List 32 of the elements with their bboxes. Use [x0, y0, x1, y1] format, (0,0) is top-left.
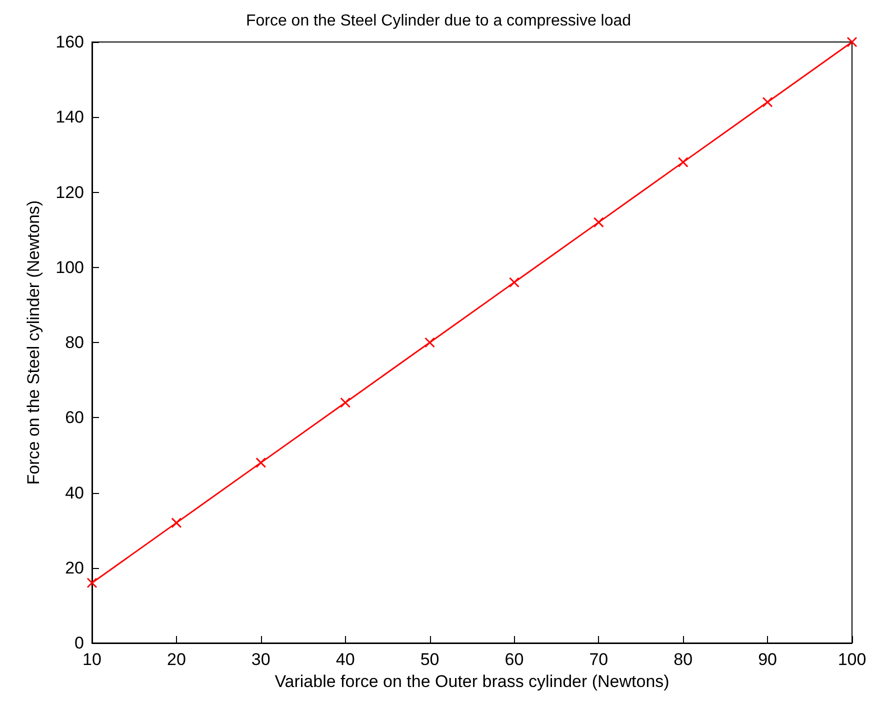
- x-tick-label: 50: [420, 650, 440, 669]
- y-tick-label: 160: [56, 32, 84, 52]
- point: [678, 156, 688, 168]
- y-tick-label: 40: [65, 483, 84, 502]
- point: [256, 457, 266, 468]
- y-tick-label: 100: [56, 258, 84, 277]
- x-tick-label: 30: [251, 650, 270, 669]
- point: [424, 337, 436, 348]
- x-tick-label: 100: [838, 650, 866, 669]
- x-tick-label: 70: [589, 650, 608, 669]
- x-tick-label: 40: [336, 650, 355, 669]
- y-tick-label: 0: [74, 634, 84, 652]
- x-tick-label: 90: [758, 650, 778, 669]
- chart-title: Force on the Steel Cylinder due to a compressive load: [246, 12, 632, 30]
- x-tick-label: 80: [674, 650, 693, 669]
- y-tick-label: 60: [65, 408, 84, 428]
- y-tick-label: 80: [65, 333, 84, 352]
- point: [593, 217, 604, 228]
- x-tick-label: 60: [504, 650, 524, 669]
- y-tick-label: 20: [65, 558, 84, 578]
- y-tick-label: 140: [56, 108, 84, 127]
- x-axis-title: Variable force on the Outer brass cylinder (Newtons): [274, 672, 670, 691]
- point: [171, 518, 182, 528]
- x-tick-label: 20: [166, 650, 186, 669]
- point: [508, 277, 520, 288]
- point: [762, 96, 773, 108]
- point: [846, 36, 858, 48]
- point: [86, 578, 98, 588]
- y-axis-title: Force on the Steel cylinder (Newtons): [24, 200, 43, 485]
- point: [340, 397, 351, 408]
- x-tick-label: 10: [82, 650, 102, 669]
- y-tick-label: 120: [56, 182, 84, 202]
